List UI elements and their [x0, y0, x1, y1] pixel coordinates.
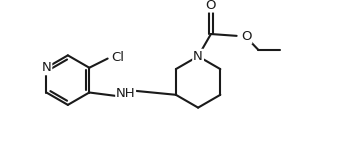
- Text: O: O: [241, 30, 252, 43]
- Text: Cl: Cl: [111, 51, 124, 64]
- Text: O: O: [206, 0, 216, 12]
- Text: N: N: [41, 61, 51, 74]
- Text: NH: NH: [116, 87, 136, 100]
- Text: N: N: [193, 50, 203, 63]
